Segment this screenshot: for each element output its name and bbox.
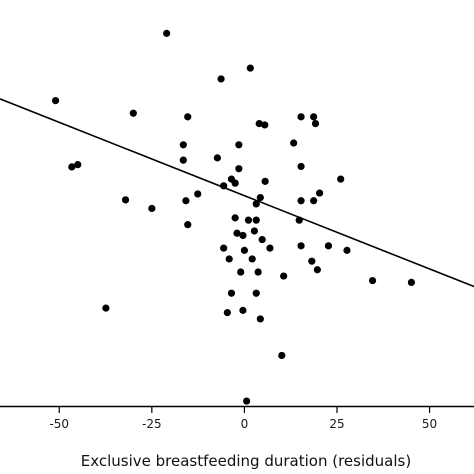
- data-point-45: [266, 244, 274, 252]
- data-point-26: [121, 196, 130, 204]
- data-point-64: [278, 351, 286, 360]
- data-point-0: [163, 29, 171, 37]
- x-tick-label-4: 50: [422, 417, 437, 431]
- data-point-42: [258, 235, 266, 244]
- data-point-38: [295, 216, 303, 224]
- data-point-31: [315, 189, 324, 197]
- x-axis-title: Exclusive breastfeeding duration (residu…: [81, 452, 411, 470]
- data-point-12: [297, 113, 305, 121]
- data-point-55: [280, 272, 288, 280]
- data-point-8: [179, 141, 187, 149]
- data-point-34: [184, 221, 192, 229]
- data-point-25: [194, 190, 202, 198]
- data-point-3: [217, 75, 225, 83]
- data-point-37: [252, 216, 260, 224]
- data-point-53: [237, 268, 245, 276]
- data-point-41: [250, 227, 259, 235]
- data-point-49: [225, 255, 233, 263]
- data-point-5: [184, 113, 192, 121]
- data-point-29: [256, 193, 264, 202]
- data-point-61: [239, 306, 247, 314]
- data-point-17: [290, 139, 298, 147]
- data-point-59: [252, 289, 260, 297]
- x-axis-ticks: [58, 406, 431, 413]
- data-point-54: [254, 268, 262, 276]
- data-point-6: [68, 163, 76, 171]
- data-point-9: [179, 156, 187, 164]
- x-axis-tick-labels: -50 -25 0 25 50: [49, 417, 437, 431]
- data-point-16: [235, 141, 243, 149]
- data-point-35: [231, 214, 239, 222]
- data-point-39: [233, 229, 241, 237]
- data-point-57: [407, 278, 416, 286]
- data-point-40: [239, 231, 247, 240]
- data-point-21: [261, 177, 269, 185]
- data-point-18: [235, 165, 243, 173]
- x-tick-label-2: 0: [241, 417, 249, 431]
- data-point-30: [252, 200, 260, 208]
- data-point-48: [343, 246, 351, 254]
- data-point-14: [311, 120, 320, 128]
- data-point-23: [297, 162, 305, 171]
- data-point-32: [310, 197, 318, 205]
- data-point-28: [231, 179, 239, 187]
- data-point-51: [308, 257, 316, 265]
- data-point-65: [243, 397, 251, 405]
- data-point-33: [297, 197, 305, 205]
- data-point-63: [256, 315, 264, 323]
- data-point-43: [220, 244, 228, 252]
- data-point-46: [297, 242, 305, 250]
- data-point-15: [213, 154, 221, 162]
- data-point-56: [368, 276, 377, 285]
- data-point-13: [310, 113, 318, 121]
- x-tick-label-1: -25: [142, 417, 162, 431]
- data-point-36: [244, 216, 253, 224]
- data-point-50: [248, 255, 256, 263]
- data-point-19: [220, 182, 228, 190]
- x-tick-label-3: 25: [329, 417, 344, 431]
- data-point-2: [246, 64, 254, 72]
- data-point-24: [182, 197, 190, 205]
- data-point-10: [255, 120, 263, 128]
- data-point-1: [51, 96, 60, 105]
- data-points: [51, 29, 416, 405]
- data-point-44: [240, 246, 249, 254]
- data-point-52: [313, 266, 321, 274]
- regression-line: [0, 98, 474, 288]
- data-point-4: [129, 109, 137, 117]
- data-point-62: [223, 309, 231, 317]
- data-point-60: [102, 304, 110, 312]
- data-point-11: [261, 121, 269, 129]
- data-point-27: [148, 204, 156, 213]
- data-point-7: [74, 161, 82, 169]
- data-point-22: [337, 175, 345, 183]
- x-tick-label-0: -50: [49, 417, 69, 431]
- data-point-58: [227, 289, 236, 297]
- data-point-47: [324, 242, 333, 250]
